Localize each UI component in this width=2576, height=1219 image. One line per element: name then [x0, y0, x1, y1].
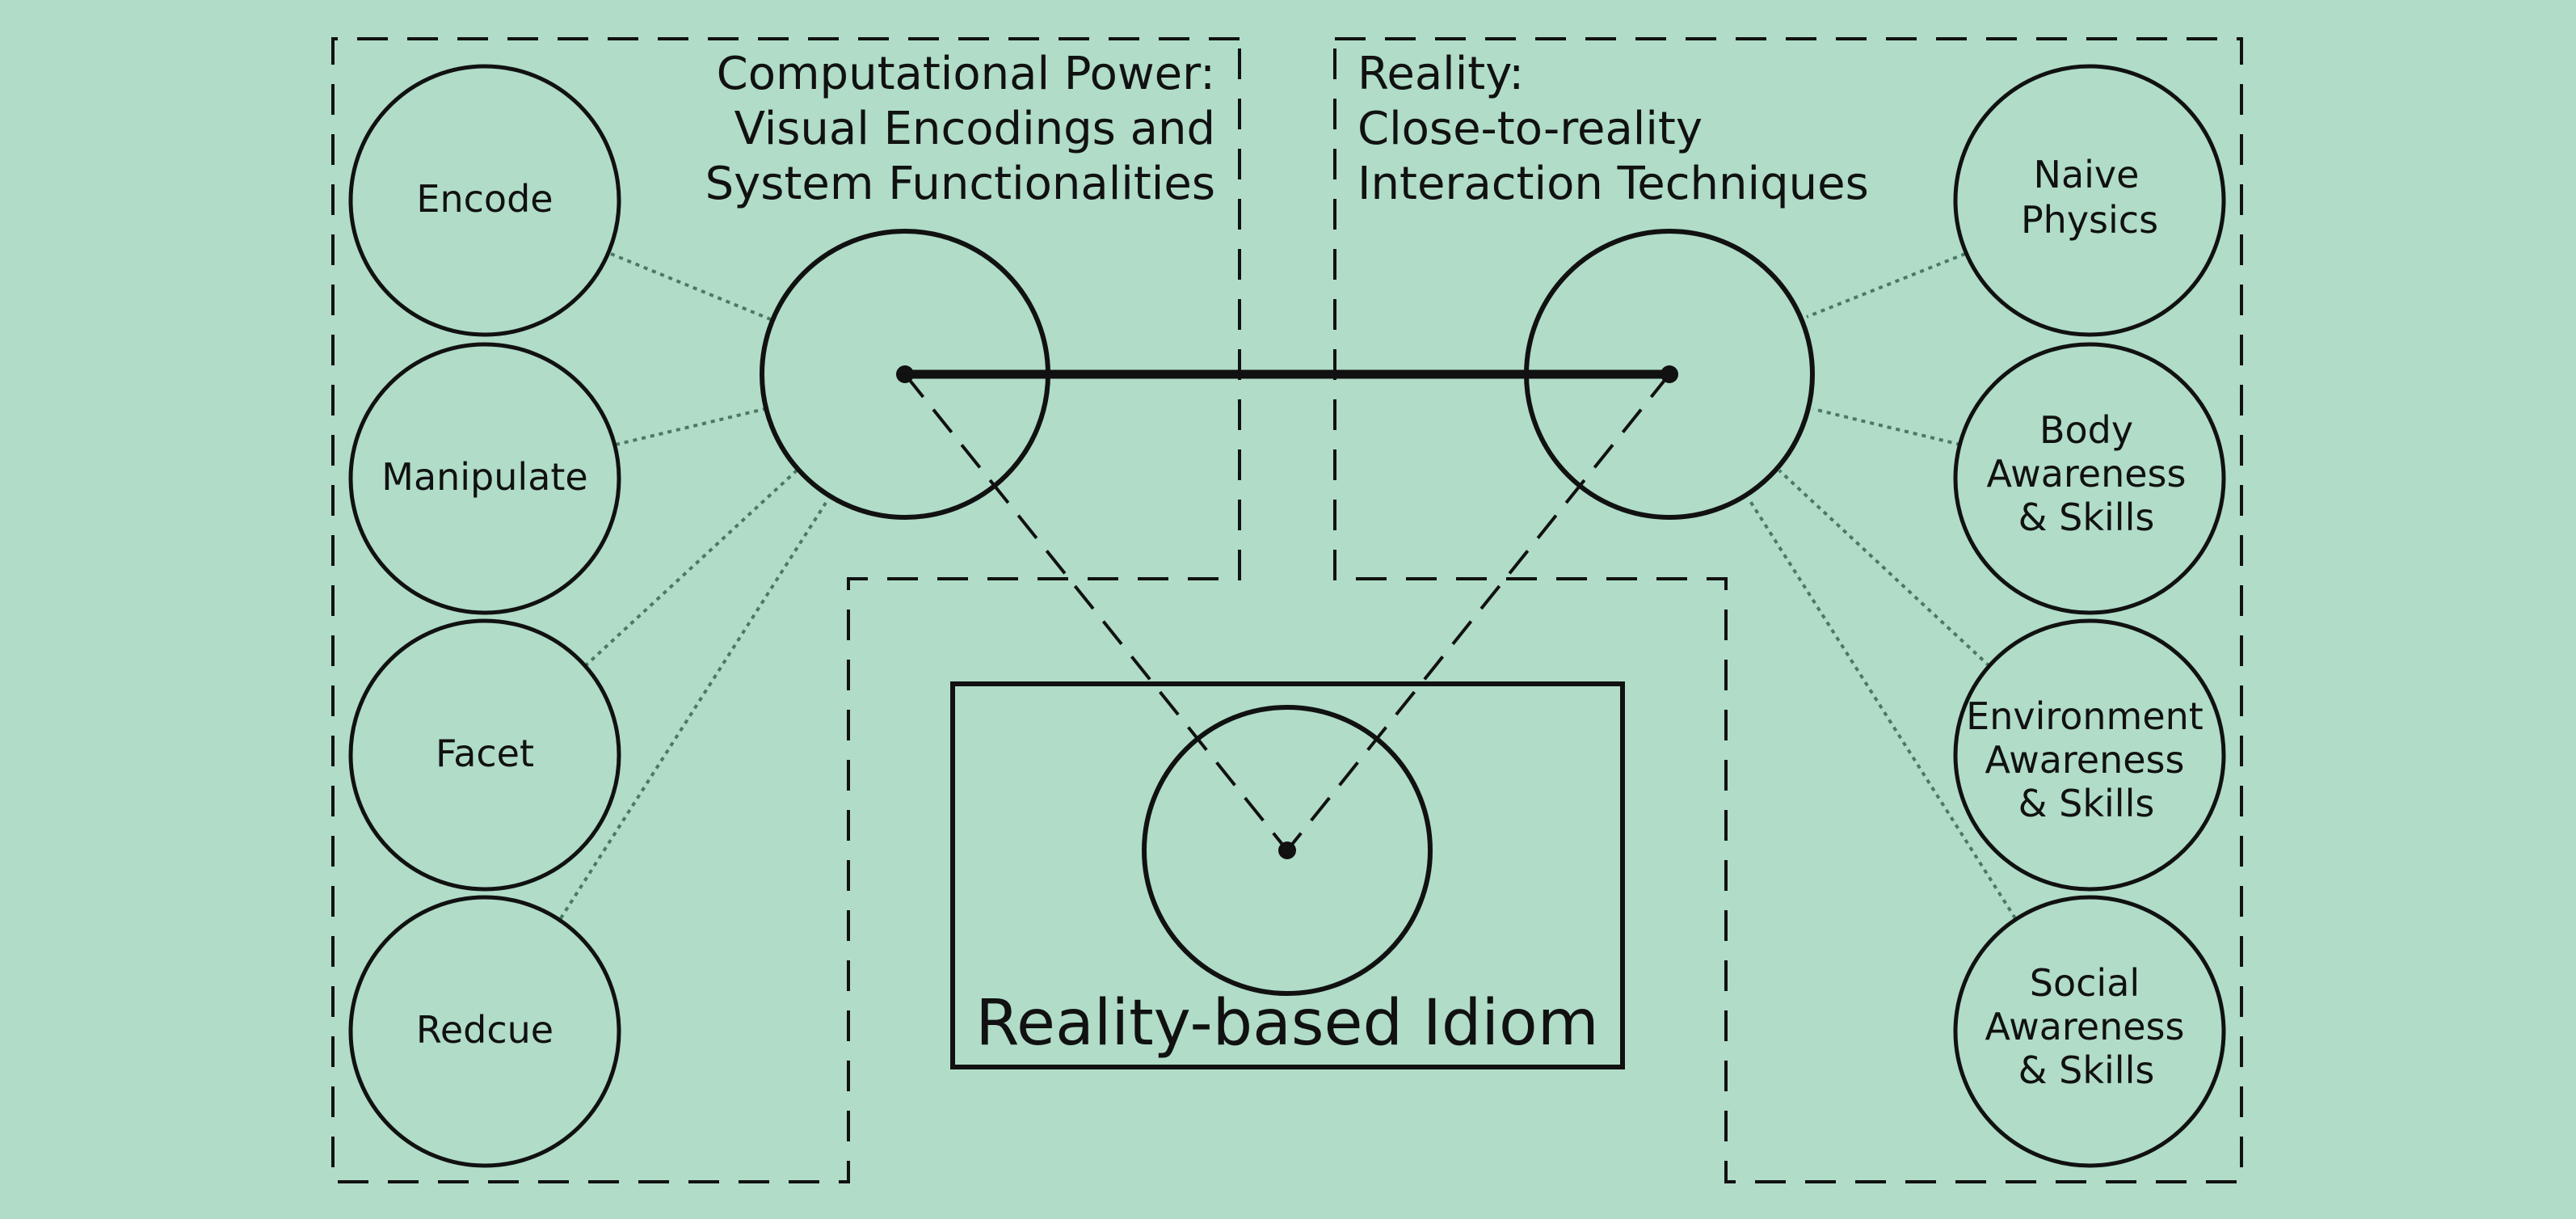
social-awareness-label-line-2: Awareness: [1985, 1005, 2184, 1048]
connector-environment-awareness: [1778, 469, 1991, 668]
right-group-title-line-2: Close-to-reality: [1357, 103, 1703, 155]
right-group-title-line-1: Reality:: [1357, 48, 1524, 100]
manipulate-label: Manipulate: [381, 455, 587, 499]
right-group-title-line-3: Interaction Techniques: [1357, 158, 1869, 210]
computational-power-center-dot: [896, 365, 914, 383]
left-group-title-line-1: Computational Power:: [717, 48, 1215, 100]
social-awareness-label-line-3: & Skills: [2018, 1048, 2155, 1092]
connector-encode: [610, 252, 773, 322]
body-awareness-label-line-2: Awareness: [1986, 452, 2186, 496]
reality-center-dot: [1661, 365, 1678, 383]
social-awareness-circle: [1953, 895, 2226, 1168]
connector-manipulate: [615, 407, 765, 446]
redcue-circle: [348, 895, 621, 1168]
encode-circle: [348, 64, 621, 337]
body-awareness-circle: [1953, 342, 2226, 615]
connector-social-awareness: [1749, 500, 2017, 920]
body-awareness-label-line-1: Body: [2039, 408, 2133, 452]
connector-naive-physics: [1806, 252, 1966, 318]
right-group-dashed-border: [1333, 37, 2243, 1183]
reality-based-idiom-circle: [1142, 705, 1433, 996]
idiom-center-dot: [1278, 841, 1296, 859]
encode-label: Encode: [416, 177, 553, 221]
connector-facet: [583, 469, 798, 668]
environment-awareness-label-line-3: & Skills: [2018, 782, 2155, 825]
naive-physics-label-line-1: Naive: [2034, 153, 2140, 196]
reality-based-idiom-box: [950, 681, 1625, 1069]
naive-physics-circle: [1953, 64, 2226, 337]
social-awareness-label-line-1: Social: [2030, 961, 2140, 1005]
environment-awareness-label-line-1: Environment: [1966, 694, 2203, 738]
left-group-title-line-2: Visual Encodings and: [734, 103, 1215, 155]
left-group-title-line-3: System Functionalities: [705, 158, 1215, 210]
facet-label: Facet: [436, 732, 534, 775]
body-awareness-label-line-3: & Skills: [2018, 496, 2155, 539]
reality-based-idiom-label: Reality-based Idiom: [975, 987, 1598, 1060]
environment-awareness-circle: [1953, 618, 2226, 892]
dashed-link-left-to-idiom: [903, 373, 1289, 852]
naive-physics-label-line-2: Physics: [2021, 198, 2158, 242]
connector-redcue: [559, 501, 827, 920]
left-group-dashed-border: [331, 37, 1241, 1183]
environment-awareness-label-line-2: Awareness: [1985, 738, 2184, 782]
redcue-label: Redcue: [416, 1008, 554, 1052]
connector-body-awareness: [1812, 407, 1961, 446]
manipulate-circle: [348, 342, 621, 615]
facet-circle: [348, 618, 621, 892]
dashed-link-right-to-idiom: [1286, 373, 1671, 852]
